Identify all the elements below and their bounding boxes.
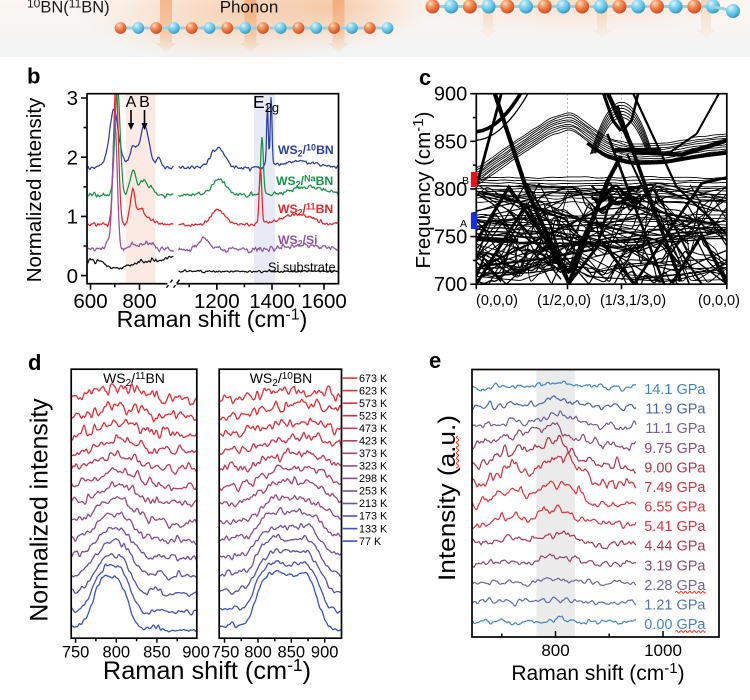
svg-text:700: 700 xyxy=(434,274,467,296)
svg-text:9.75 GPa: 9.75 GPa xyxy=(644,441,706,457)
svg-text:Raman shift (cm-1): Raman shift (cm-1) xyxy=(511,660,684,685)
svg-text:Phonon: Phonon xyxy=(220,0,279,17)
svg-text:WS2/11BN: WS2/11BN xyxy=(103,370,165,389)
svg-text:(1/3,1/3,0): (1/3,1/3,0) xyxy=(600,293,666,309)
svg-text:253 K: 253 K xyxy=(359,486,388,498)
svg-text:423 K: 423 K xyxy=(359,436,388,448)
svg-text:173 K: 173 K xyxy=(359,511,388,523)
svg-text:800: 800 xyxy=(434,179,467,201)
svg-text:Raman shift (cm-1): Raman shift (cm-1) xyxy=(117,306,308,332)
svg-text:B: B xyxy=(139,94,150,111)
svg-text:523 K: 523 K xyxy=(359,410,388,422)
svg-text:WS2/11BN: WS2/11BN xyxy=(278,201,333,217)
svg-text:623 K: 623 K xyxy=(359,385,388,397)
svg-text:b: b xyxy=(27,63,40,88)
svg-text:Normalized intensity: Normalized intensity xyxy=(23,97,46,282)
svg-text:11.9 GPa: 11.9 GPa xyxy=(645,402,706,418)
svg-text:850: 850 xyxy=(143,644,171,662)
svg-text:2: 2 xyxy=(67,146,78,169)
svg-text:6.55 GPa: 6.55 GPa xyxy=(644,500,706,516)
svg-text:1: 1 xyxy=(67,206,78,229)
svg-text:800: 800 xyxy=(103,644,131,662)
svg-text:2.28 GPa: 2.28 GPa xyxy=(644,578,706,594)
svg-text:77 K: 77 K xyxy=(359,536,382,548)
svg-text:Normalized intensity: Normalized intensity xyxy=(26,398,53,622)
svg-text:10BN(11BN): 10BN(11BN) xyxy=(27,0,110,17)
svg-text:3.19 GPa: 3.19 GPa xyxy=(644,558,706,574)
svg-text:5.41 GPa: 5.41 GPa xyxy=(644,519,706,535)
svg-text:A: A xyxy=(460,218,467,230)
svg-text:d: d xyxy=(28,350,41,375)
svg-text:WS2/Si: WS2/Si xyxy=(278,233,318,248)
svg-text:600: 600 xyxy=(73,290,107,313)
svg-text:B: B xyxy=(462,175,469,187)
svg-text:298 K: 298 K xyxy=(359,473,388,485)
svg-text:Raman shift (cm-1): Raman shift (cm-1) xyxy=(103,655,311,685)
svg-text:e: e xyxy=(429,348,441,373)
svg-text:Intensity (a.u.): Intensity (a.u.) xyxy=(434,415,461,581)
svg-text:c: c xyxy=(419,65,431,90)
svg-text:WS2/NaBN: WS2/NaBN xyxy=(276,173,333,189)
svg-text:900: 900 xyxy=(182,644,210,662)
svg-text:1600: 1600 xyxy=(301,290,347,313)
svg-text:800: 800 xyxy=(122,290,156,313)
svg-text:14.1 GPa: 14.1 GPa xyxy=(644,382,706,398)
svg-text:750: 750 xyxy=(434,227,467,249)
svg-text:7.49 GPa: 7.49 GPa xyxy=(644,480,706,496)
svg-text:1.21 GPa: 1.21 GPa xyxy=(644,597,706,613)
svg-text:1200: 1200 xyxy=(194,290,240,313)
svg-text:9.00 GPa: 9.00 GPa xyxy=(644,460,706,476)
svg-text:Si substrate: Si substrate xyxy=(268,260,336,275)
svg-text:900: 900 xyxy=(434,84,467,106)
svg-text:373 K: 373 K xyxy=(359,448,388,460)
svg-text:850: 850 xyxy=(278,644,306,662)
svg-text:11.1 GPa: 11.1 GPa xyxy=(645,421,706,437)
svg-text:750: 750 xyxy=(212,644,240,662)
svg-text:323 K: 323 K xyxy=(359,461,388,473)
svg-text:WS2/10BN: WS2/10BN xyxy=(278,142,334,158)
svg-text:Frequency (cm-1): Frequency (cm-1) xyxy=(410,112,435,269)
svg-text:850: 850 xyxy=(434,131,467,153)
svg-text:A: A xyxy=(126,94,137,111)
svg-text:900: 900 xyxy=(311,644,339,662)
svg-text:0: 0 xyxy=(67,265,78,288)
svg-text:133 K: 133 K xyxy=(359,523,388,535)
svg-text:473 K: 473 K xyxy=(359,423,388,435)
svg-text:3: 3 xyxy=(67,87,78,110)
svg-text:1400: 1400 xyxy=(249,290,295,313)
svg-text:800: 800 xyxy=(541,641,569,660)
svg-text:213 K: 213 K xyxy=(359,498,388,510)
svg-text:573 K: 573 K xyxy=(359,398,388,410)
svg-text:800: 800 xyxy=(244,644,272,662)
svg-text:1000: 1000 xyxy=(644,641,682,660)
svg-text:750: 750 xyxy=(62,644,90,662)
svg-text:(1/2,0,0): (1/2,0,0) xyxy=(537,293,591,309)
svg-text:(0,0,0): (0,0,0) xyxy=(476,293,518,309)
svg-text:WS2/10BN: WS2/10BN xyxy=(250,370,313,389)
svg-text:0.00 GPa: 0.00 GPa xyxy=(644,617,706,633)
svg-text:4.44 GPa: 4.44 GPa xyxy=(644,539,706,555)
svg-text:(0,0,0): (0,0,0) xyxy=(698,293,740,309)
svg-text:673 K: 673 K xyxy=(359,373,388,385)
